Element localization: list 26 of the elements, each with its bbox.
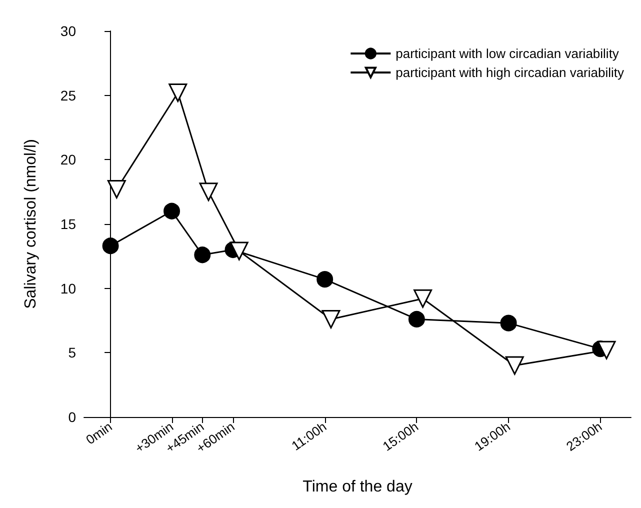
y-axis-title: Salivary cortisol (nmol/l) (22, 139, 40, 309)
legend-label: participant with high circadian variability (396, 65, 624, 80)
legend-label: participant with low circadian variability (396, 46, 620, 61)
point (316, 271, 334, 288)
x-tick-label: 0min (83, 418, 115, 448)
y-tick-label: 15 (60, 216, 76, 232)
point (102, 238, 119, 254)
point (168, 84, 188, 102)
point (322, 310, 340, 328)
x-axis-title: Time of the day (302, 478, 412, 496)
y-tick-label: 0 (68, 409, 76, 425)
point (107, 180, 126, 199)
y-tick-label: 30 (60, 23, 76, 39)
point (230, 242, 248, 260)
point (597, 340, 616, 360)
point (194, 246, 211, 264)
y-tick-label: 10 (60, 280, 76, 296)
point (408, 310, 425, 328)
y-tick-label: 5 (68, 344, 76, 361)
point (414, 289, 432, 308)
y-tick-label: 20 (60, 152, 76, 168)
point (164, 202, 180, 220)
y-tick-label: 25 (60, 87, 76, 104)
point (199, 182, 218, 202)
point (505, 356, 524, 375)
point (500, 314, 517, 332)
